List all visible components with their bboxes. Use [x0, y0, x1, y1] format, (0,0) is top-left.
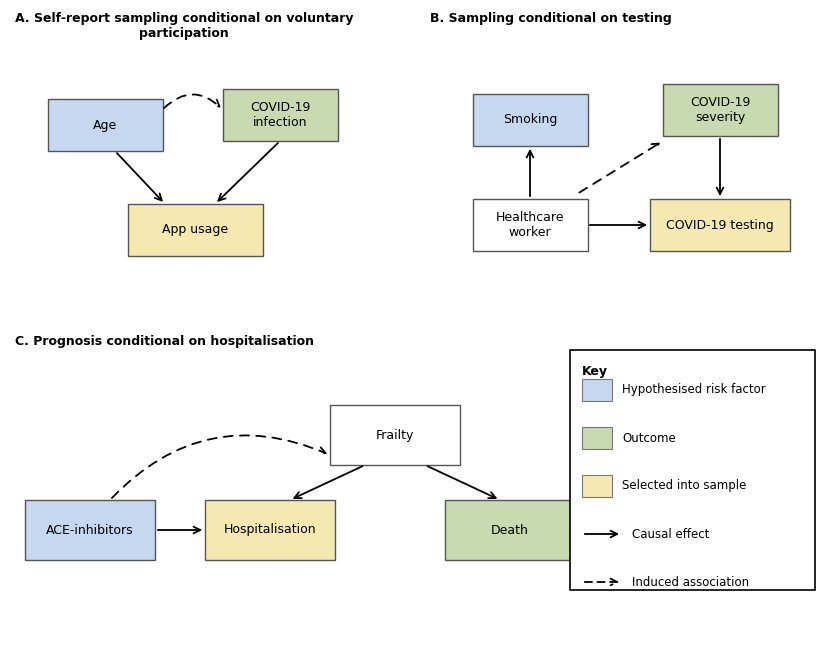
FancyBboxPatch shape — [25, 500, 155, 560]
Text: COVID-19 testing: COVID-19 testing — [666, 219, 774, 232]
Text: Key: Key — [582, 365, 608, 378]
FancyBboxPatch shape — [127, 204, 263, 256]
Text: Healthcare
worker: Healthcare worker — [496, 211, 564, 239]
Text: Hypothesised risk factor: Hypothesised risk factor — [622, 383, 765, 396]
Text: App usage: App usage — [162, 223, 228, 236]
FancyBboxPatch shape — [582, 379, 612, 401]
Text: Outcome: Outcome — [622, 432, 676, 445]
Text: C. Prognosis conditional on hospitalisation: C. Prognosis conditional on hospitalisat… — [15, 335, 314, 348]
FancyBboxPatch shape — [650, 199, 790, 251]
FancyBboxPatch shape — [445, 500, 575, 560]
FancyBboxPatch shape — [582, 475, 612, 497]
Text: A. Self-report sampling conditional on voluntary
participation: A. Self-report sampling conditional on v… — [15, 12, 353, 40]
Text: Hospitalisation: Hospitalisation — [224, 523, 317, 536]
Text: Death: Death — [491, 523, 529, 536]
Text: Induced association: Induced association — [632, 575, 749, 589]
FancyBboxPatch shape — [223, 89, 337, 141]
FancyBboxPatch shape — [473, 94, 588, 146]
Text: Smoking: Smoking — [503, 113, 558, 126]
Text: Frailty: Frailty — [376, 428, 414, 441]
FancyBboxPatch shape — [205, 500, 335, 560]
Text: B. Sampling conditional on testing: B. Sampling conditional on testing — [430, 12, 671, 25]
Text: ACE-inhibitors: ACE-inhibitors — [47, 523, 134, 536]
FancyBboxPatch shape — [47, 99, 163, 151]
FancyBboxPatch shape — [570, 350, 815, 590]
Text: COVID-19
infection: COVID-19 infection — [250, 101, 310, 129]
FancyBboxPatch shape — [330, 405, 460, 465]
FancyBboxPatch shape — [473, 199, 588, 251]
Text: COVID-19
severity: COVID-19 severity — [690, 96, 750, 124]
Text: Causal effect: Causal effect — [632, 527, 710, 540]
Text: Selected into sample: Selected into sample — [622, 480, 746, 493]
Text: Age: Age — [93, 118, 117, 132]
FancyBboxPatch shape — [662, 84, 778, 136]
FancyBboxPatch shape — [582, 427, 612, 449]
